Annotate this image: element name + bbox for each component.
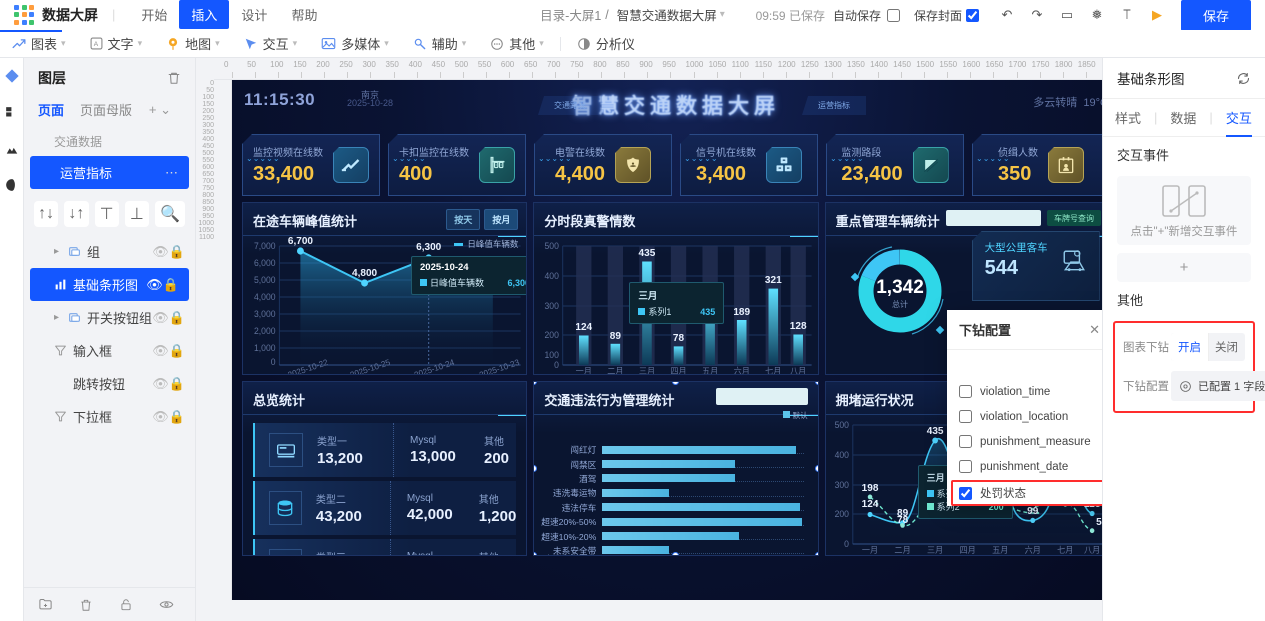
svg-text:100: 100 — [545, 350, 559, 360]
svg-text:78: 78 — [673, 333, 684, 344]
svg-text:二月: 二月 — [894, 545, 910, 555]
svg-text:4,000: 4,000 — [254, 292, 276, 302]
svg-text:128: 128 — [790, 321, 807, 332]
svg-text:6,300: 6,300 — [416, 242, 441, 253]
svg-text:五月: 五月 — [702, 366, 718, 375]
svg-text:500: 500 — [545, 241, 559, 251]
svg-text:124: 124 — [576, 322, 593, 333]
svg-text:六月: 六月 — [1024, 545, 1040, 555]
svg-text:321: 321 — [765, 275, 782, 286]
svg-text:435: 435 — [639, 248, 656, 259]
svg-text:4,800: 4,800 — [352, 268, 377, 279]
svg-text:0: 0 — [271, 357, 276, 367]
svg-text:A: A — [93, 41, 98, 48]
svg-text:七月: 七月 — [765, 366, 781, 375]
svg-text:二月: 二月 — [608, 366, 624, 375]
svg-text:3,000: 3,000 — [254, 309, 276, 319]
svg-text:1,342: 1,342 — [876, 277, 924, 298]
svg-text:0: 0 — [554, 360, 559, 370]
svg-text:435: 435 — [926, 426, 943, 437]
svg-text:6,700: 6,700 — [288, 236, 313, 247]
svg-text:三月: 三月 — [639, 366, 655, 375]
svg-text:300: 300 — [545, 301, 559, 311]
svg-text:6,000: 6,000 — [254, 258, 276, 268]
svg-text:四月: 四月 — [671, 366, 687, 375]
svg-text:2,000: 2,000 — [254, 326, 276, 336]
svg-text:400: 400 — [545, 271, 559, 281]
svg-text:一月: 一月 — [576, 366, 592, 375]
svg-text:0: 0 — [844, 539, 849, 549]
svg-text:三月: 三月 — [927, 545, 943, 555]
svg-text:189: 189 — [734, 307, 751, 318]
svg-text:200: 200 — [834, 509, 848, 519]
svg-text:198: 198 — [861, 483, 878, 494]
svg-text:七月: 七月 — [1057, 545, 1073, 555]
svg-text:1,000: 1,000 — [254, 343, 276, 353]
svg-text:400: 400 — [834, 450, 848, 460]
svg-text:99: 99 — [1027, 506, 1038, 517]
svg-text:四月: 四月 — [959, 545, 975, 555]
svg-text:124: 124 — [861, 499, 878, 510]
svg-text:78: 78 — [897, 515, 908, 526]
svg-text:89: 89 — [610, 331, 621, 342]
svg-text:总计: 总计 — [892, 299, 908, 309]
svg-text:500: 500 — [834, 420, 848, 430]
svg-text:八月: 八月 — [1084, 545, 1100, 555]
svg-text:200: 200 — [545, 330, 559, 340]
svg-text:5,000: 5,000 — [254, 275, 276, 285]
svg-text:300: 300 — [834, 480, 848, 490]
svg-text:八月: 八月 — [790, 366, 806, 375]
svg-text:六月: 六月 — [734, 366, 750, 375]
svg-text:7,000: 7,000 — [254, 241, 276, 251]
svg-text:一月: 一月 — [862, 545, 878, 555]
svg-text:五月: 五月 — [992, 545, 1008, 555]
